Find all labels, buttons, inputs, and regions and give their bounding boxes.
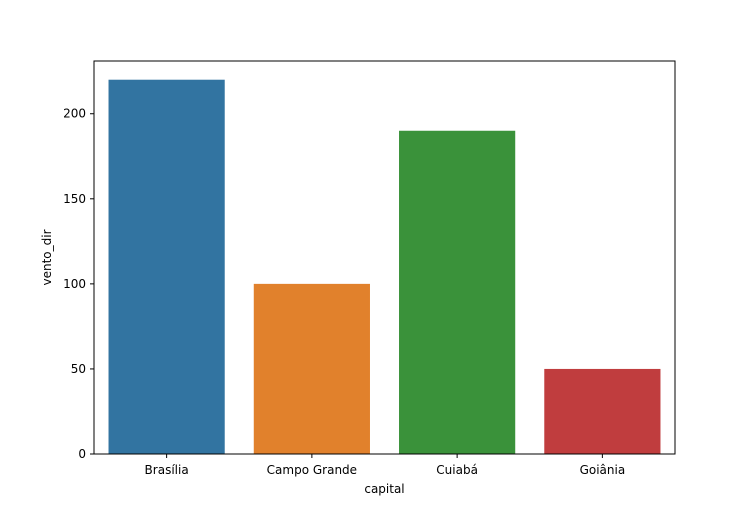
bars-group: [108, 79, 661, 455]
x-axis-ticks: Brasília Campo Grande Cuiabá Goiânia: [145, 454, 626, 477]
x-tick-label: Goiânia: [580, 463, 626, 477]
y-tick-label: 50: [71, 362, 86, 376]
bar-0: [108, 79, 225, 454]
bar-3: [544, 368, 661, 454]
x-tick-label: Campo Grande: [267, 463, 357, 477]
y-axis-label: vento_dir: [40, 229, 54, 285]
bar-1: [253, 283, 370, 454]
bar-2: [399, 130, 516, 455]
x-axis-label: capital: [364, 482, 404, 496]
y-tick-label: 100: [63, 277, 86, 291]
y-tick-label: 150: [63, 192, 86, 206]
plot-frame: [93, 60, 676, 455]
y-tick-label: 0: [78, 447, 86, 461]
y-axis-ticks: 0 50 100 150 200: [63, 107, 94, 461]
x-tick-label: Cuiabá: [436, 463, 478, 477]
x-tick-label: Brasília: [145, 463, 189, 477]
y-tick-label: 200: [63, 107, 86, 121]
